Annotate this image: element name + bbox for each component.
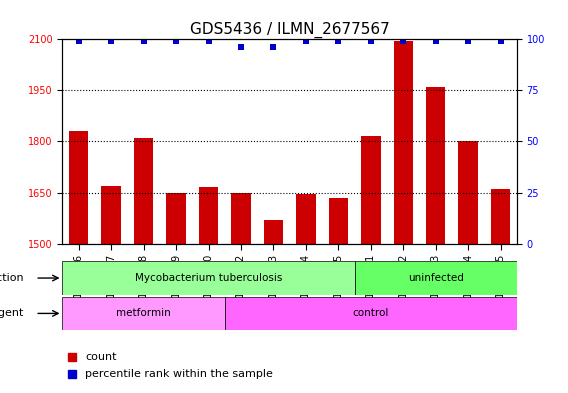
Bar bbox=[491, 189, 511, 244]
Bar bbox=[69, 131, 89, 244]
Bar bbox=[264, 220, 283, 244]
FancyBboxPatch shape bbox=[62, 261, 354, 295]
Text: infection: infection bbox=[0, 273, 24, 283]
Bar bbox=[426, 87, 445, 244]
Text: percentile rank within the sample: percentile rank within the sample bbox=[85, 369, 273, 379]
Text: count: count bbox=[85, 352, 116, 362]
Bar bbox=[329, 198, 348, 244]
Bar bbox=[134, 138, 153, 244]
FancyBboxPatch shape bbox=[225, 297, 517, 330]
Text: Mycobacterium tuberculosis: Mycobacterium tuberculosis bbox=[135, 273, 282, 283]
Bar bbox=[166, 193, 186, 244]
Bar bbox=[296, 194, 316, 244]
Bar bbox=[102, 186, 121, 244]
Bar bbox=[361, 136, 381, 244]
Text: control: control bbox=[353, 309, 389, 318]
Bar bbox=[458, 141, 478, 244]
Title: GDS5436 / ILMN_2677567: GDS5436 / ILMN_2677567 bbox=[190, 22, 390, 38]
Bar bbox=[231, 193, 250, 244]
Text: agent: agent bbox=[0, 309, 24, 318]
Text: metformin: metformin bbox=[116, 309, 171, 318]
Text: uninfected: uninfected bbox=[408, 273, 463, 283]
Bar bbox=[394, 41, 413, 244]
FancyBboxPatch shape bbox=[62, 297, 225, 330]
FancyBboxPatch shape bbox=[354, 261, 517, 295]
Bar bbox=[199, 187, 218, 244]
